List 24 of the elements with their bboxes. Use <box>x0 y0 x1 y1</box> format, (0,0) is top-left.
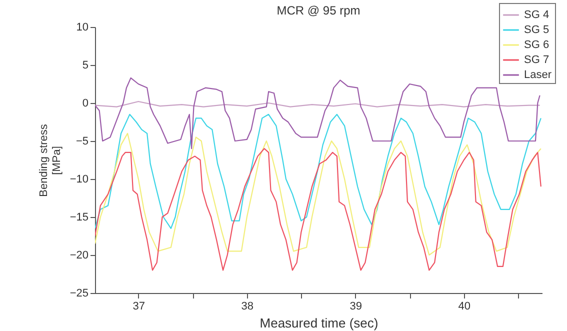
y-tick-label: −10 <box>70 174 88 186</box>
y-axis-title: Bending stress [MPa] <box>38 124 63 197</box>
x-tick-label: 37 <box>132 300 146 312</box>
line-series <box>95 148 542 271</box>
y-tick-label: 0 <box>82 98 88 110</box>
y-tick-label: −25 <box>70 288 88 300</box>
line-series <box>95 132 542 256</box>
legend-label: SG 6 <box>524 39 550 51</box>
y-tick-label: 5 <box>82 60 88 72</box>
x-tick-label: 38 <box>241 300 254 312</box>
line-series <box>95 114 542 229</box>
x-tick-label: 40 <box>458 300 471 312</box>
line-series <box>95 77 540 150</box>
legend-label: Laser <box>524 69 552 81</box>
y-tick-label: 10 <box>76 22 88 34</box>
x-tick-label: 39 <box>350 300 362 312</box>
y-tick-label: −20 <box>70 250 88 262</box>
y-tick-label: −15 <box>70 212 88 224</box>
legend-label: SG 7 <box>524 54 550 66</box>
chart-title: MCR @ 95 rpm <box>276 4 360 18</box>
legend-label: SG 5 <box>524 24 550 36</box>
y-tick-label: −5 <box>76 136 88 148</box>
legend-label: SG 4 <box>524 9 550 21</box>
x-axis-title: Measured time (sec) <box>260 316 378 330</box>
